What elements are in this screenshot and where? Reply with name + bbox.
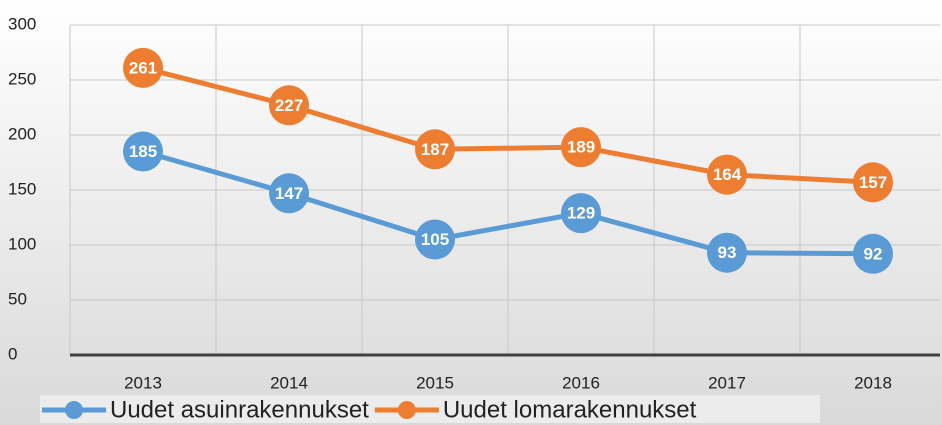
data-point [415, 129, 455, 170]
data-label: 92 [864, 244, 883, 263]
data-label: 189 [567, 138, 595, 157]
x-tick-label: 2013 [124, 373, 162, 392]
x-tick-label: 2014 [270, 373, 308, 392]
data-label: 129 [567, 204, 595, 223]
data-point [853, 233, 893, 274]
legend-marker [397, 401, 416, 419]
x-tick-label: 2016 [562, 373, 600, 392]
x-tick-label: 2017 [708, 373, 746, 392]
data-point [269, 173, 309, 214]
data-point [561, 193, 601, 234]
data-label: 93 [718, 243, 737, 262]
data-point [707, 154, 747, 195]
legend-label: Uudet lomarakennukset [443, 396, 697, 423]
data-point [269, 85, 309, 126]
data-point [853, 162, 893, 203]
y-tick-label: 100 [8, 234, 36, 253]
y-tick-label: 0 [8, 344, 17, 363]
x-tick-label: 2018 [854, 373, 892, 392]
data-point [415, 219, 455, 260]
legend-label: Uudet asuinrakennukset [110, 396, 369, 423]
data-point [707, 232, 747, 273]
data-label: 147 [275, 184, 303, 203]
data-label: 187 [421, 140, 449, 159]
y-tick-label: 150 [8, 179, 36, 198]
series-line [142, 149, 874, 257]
y-tick-label: 250 [8, 69, 36, 88]
data-label: 227 [275, 96, 303, 115]
data-point [123, 131, 163, 172]
x-tick-label: 2015 [416, 373, 454, 392]
legend-marker [65, 401, 83, 419]
y-tick-label: 200 [8, 124, 36, 143]
data-label: 185 [129, 142, 157, 161]
data-label: 105 [421, 230, 449, 249]
data-label: 261 [129, 58, 157, 77]
data-label: 157 [859, 173, 887, 192]
data-point [561, 127, 601, 168]
data-point [123, 47, 163, 88]
series-line [142, 65, 874, 185]
data-label: 164 [713, 165, 742, 184]
y-tick-label: 300 [8, 14, 36, 33]
y-tick-label: 50 [8, 289, 27, 308]
